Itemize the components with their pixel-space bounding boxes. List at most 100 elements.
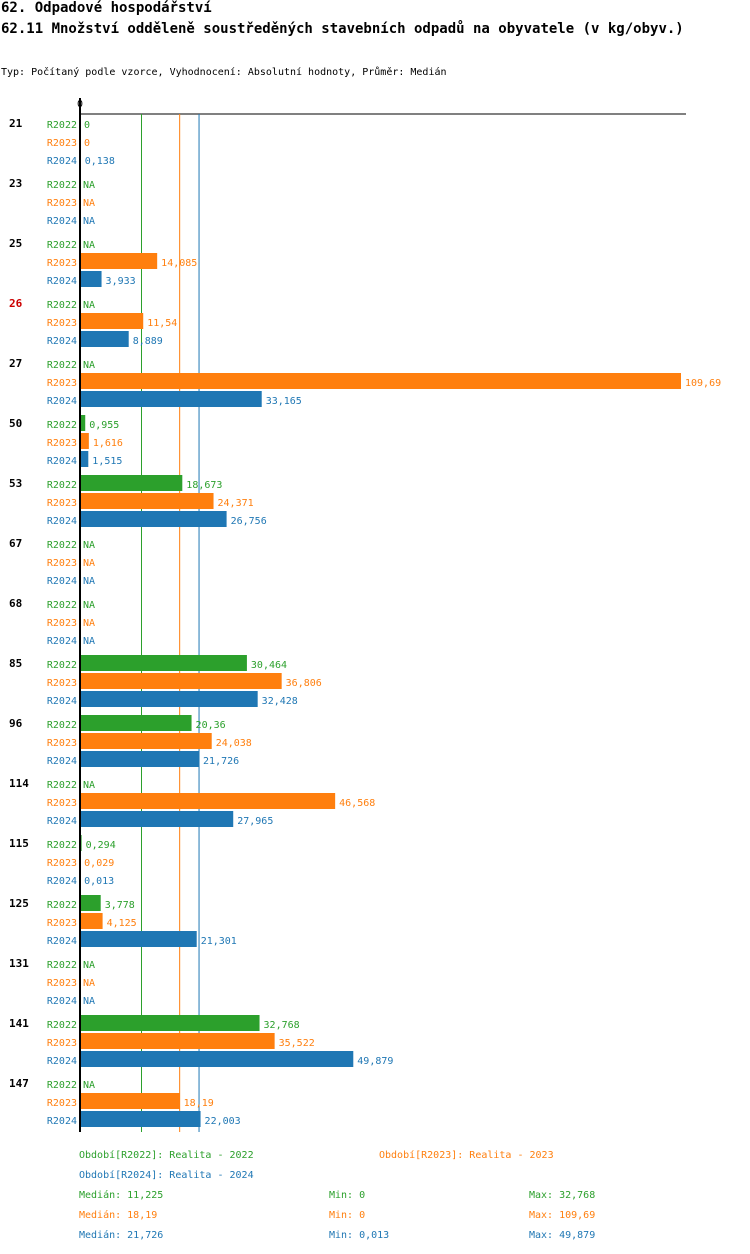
data-label: 4,125 xyxy=(107,918,137,929)
data-label: 0,138 xyxy=(85,156,115,167)
data-label: 27,965 xyxy=(237,816,273,827)
series-label: R2023 xyxy=(47,798,77,809)
stat-min-r2024: Min: 0,013 xyxy=(329,1230,390,1241)
data-label: 1,616 xyxy=(93,438,123,449)
bar xyxy=(80,511,227,527)
bar xyxy=(80,475,183,491)
bar xyxy=(80,1093,180,1109)
series-label: R2022 xyxy=(47,780,77,791)
series-label: R2022 xyxy=(47,660,77,671)
data-label: 11,54 xyxy=(147,318,177,329)
data-label: NA xyxy=(83,576,95,587)
bar xyxy=(80,895,101,911)
series-label: R2023 xyxy=(47,498,77,509)
series-label: R2022 xyxy=(47,300,77,311)
series-label: R2024 xyxy=(47,816,77,827)
stat-min-r2023: Min: 0 xyxy=(329,1210,366,1221)
series-label: R2024 xyxy=(47,276,77,287)
legend-r2023: Období[R2023]: Realita - 2023 xyxy=(379,1150,554,1161)
series-label: R2022 xyxy=(47,240,77,251)
data-label: 0 xyxy=(84,138,90,149)
data-label: 24,371 xyxy=(218,498,254,509)
series-label: R2023 xyxy=(47,558,77,569)
bar xyxy=(80,751,200,767)
category-label: 68 xyxy=(9,597,22,610)
series-label: R2024 xyxy=(47,156,77,167)
series-label: R2022 xyxy=(47,900,77,911)
bar xyxy=(80,1015,260,1031)
series-label: R2024 xyxy=(47,516,77,527)
stat-median-r2024: Medián: 21,726 xyxy=(79,1230,164,1241)
category-label: 67 xyxy=(9,537,22,550)
data-label: NA xyxy=(83,300,95,311)
data-label: NA xyxy=(83,1080,95,1091)
category-label: 125 xyxy=(9,897,29,910)
series-label: R2022 xyxy=(47,840,77,851)
bar xyxy=(80,1111,201,1127)
stat-median-r2023: Medián: 18,19 xyxy=(79,1210,158,1221)
series-label: R2023 xyxy=(47,678,77,689)
data-label: 21,301 xyxy=(201,936,237,947)
bar xyxy=(80,793,336,809)
data-label: 3,933 xyxy=(106,276,136,287)
data-label: 1,515 xyxy=(92,456,122,467)
category-label: 141 xyxy=(9,1017,29,1030)
series-label: R2023 xyxy=(47,978,77,989)
series-label: R2023 xyxy=(47,618,77,629)
bar xyxy=(80,673,282,689)
data-label: 22,003 xyxy=(205,1116,241,1127)
category-label: 53 xyxy=(9,477,22,490)
bar xyxy=(80,811,234,827)
data-label: 33,165 xyxy=(266,396,302,407)
data-label: 32,768 xyxy=(264,1020,300,1031)
bar xyxy=(80,1033,275,1049)
series-label: R2023 xyxy=(47,1098,77,1109)
data-label: 18,19 xyxy=(184,1098,214,1109)
series-label: R2022 xyxy=(47,540,77,551)
data-label: NA xyxy=(83,360,95,371)
bar xyxy=(80,931,197,947)
data-label: 0 xyxy=(84,120,90,131)
bar xyxy=(80,1051,354,1067)
series-label: R2023 xyxy=(47,198,77,209)
bar xyxy=(80,655,247,671)
data-label: NA xyxy=(83,978,95,989)
data-label: NA xyxy=(83,540,95,551)
series-label: R2024 xyxy=(47,756,77,767)
bar xyxy=(80,391,262,407)
series-label: R2023 xyxy=(47,258,77,269)
data-label: 32,428 xyxy=(262,696,298,707)
page-title: 62. Odpadové hospodářství xyxy=(1,0,212,16)
data-label: NA xyxy=(83,180,95,191)
bar xyxy=(80,433,89,449)
chart-title: 62.11 Množství odděleně soustředěných st… xyxy=(1,21,684,37)
category-label: 96 xyxy=(9,717,23,730)
series-label: R2022 xyxy=(47,360,77,371)
stat-max-r2024: Max: 49,879 xyxy=(529,1230,596,1241)
bar xyxy=(80,313,144,329)
category-label: 21 xyxy=(9,117,23,130)
data-label: 26,756 xyxy=(231,516,267,527)
data-label: 46,568 xyxy=(339,798,375,809)
data-label: NA xyxy=(83,216,95,227)
series-label: R2022 xyxy=(47,180,77,191)
series-label: R2024 xyxy=(47,1056,77,1067)
series-label: R2023 xyxy=(47,438,77,449)
series-label: R2023 xyxy=(47,138,77,149)
series-label: R2024 xyxy=(47,396,77,407)
series-label: R2023 xyxy=(47,318,77,329)
legend-r2022: Období[R2022]: Realita - 2022 xyxy=(79,1150,254,1161)
data-label: 0,029 xyxy=(84,858,114,869)
category-label: 23 xyxy=(9,177,22,190)
category-label: 85 xyxy=(9,657,22,670)
series-label: R2024 xyxy=(47,696,77,707)
data-label: 36,806 xyxy=(286,678,322,689)
bar xyxy=(80,733,212,749)
series-label: R2024 xyxy=(47,576,77,587)
data-label: 30,464 xyxy=(251,660,287,671)
data-label: 20,36 xyxy=(196,720,226,731)
category-label: 114 xyxy=(9,777,29,790)
series-label: R2023 xyxy=(47,378,77,389)
data-label: 3,778 xyxy=(105,900,135,911)
